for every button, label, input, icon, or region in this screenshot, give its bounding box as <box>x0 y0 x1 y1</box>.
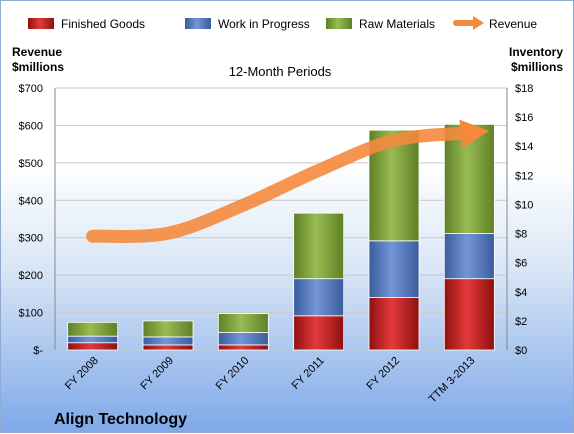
right-tick-label: $8 <box>515 229 527 241</box>
left-tick-label: $500 <box>19 158 43 170</box>
left-tick-label: $300 <box>19 233 43 245</box>
bar-segment-work-in-progress <box>443 233 495 280</box>
category-label: FY 2009 <box>138 355 176 393</box>
left-axis-label-line1: Revenue <box>12 45 62 59</box>
right-tick-label: $4 <box>515 287 527 299</box>
bar-segment-work-in-progress <box>67 335 119 344</box>
bar-segment-work-in-progress <box>293 278 345 317</box>
category-label: FY 2008 <box>63 355 101 393</box>
legend-label: Revenue <box>489 17 537 31</box>
bar-segment-raw-materials <box>293 212 345 280</box>
bar-segment-raw-materials <box>67 321 119 337</box>
category-labels: FY 2008 FY 2009 FY 2010 FY 2011 FY 2012 TTM 3… <box>63 355 477 406</box>
bar-segment-work-in-progress <box>217 332 269 346</box>
bar-segment-work-in-progress <box>368 240 420 298</box>
right-tick-label: $14 <box>515 141 533 153</box>
bar-segment-finished-goods <box>293 315 345 351</box>
bar-segment-raw-materials <box>443 123 495 234</box>
bar-segment-finished-goods <box>142 344 194 351</box>
left-tick-label: $200 <box>19 270 43 282</box>
right-tick-label: $10 <box>515 199 533 211</box>
bar-segment-raw-materials <box>217 313 269 333</box>
legend-revenue-arrow <box>473 16 484 30</box>
bar-segment-finished-goods <box>368 297 420 351</box>
left-tick-label: $600 <box>19 120 43 132</box>
left-axis-ticks: $- $100 $200 $300 $400 $500 $600 $700 <box>19 83 44 357</box>
right-tick-label: $6 <box>515 258 527 270</box>
left-axis-label-line2: $millions <box>12 60 64 74</box>
right-tick-label: $0 <box>515 345 527 357</box>
legend-label: Finished Goods <box>61 17 145 31</box>
revenue-line-layer <box>86 119 490 243</box>
left-tick-label: $- <box>33 345 43 357</box>
left-tick-label: $400 <box>19 195 43 207</box>
company-name: Align Technology <box>54 411 187 428</box>
right-axis-label-line1: Inventory <box>509 45 563 59</box>
legend-swatch <box>28 18 54 29</box>
left-tick-label: $700 <box>19 83 43 95</box>
category-label: TTM 3-2013 <box>427 355 478 406</box>
bar-segment-finished-goods <box>67 342 119 351</box>
bar-segment-finished-goods <box>443 278 495 351</box>
legend: Finished Goods Work in Progress Raw Materi… <box>28 16 537 31</box>
gridlines <box>54 87 508 351</box>
right-axis-label-line2: $millions <box>511 60 563 74</box>
right-tick-label: $16 <box>515 112 533 124</box>
category-label: FY 2012 <box>364 355 402 393</box>
right-tick-label: $2 <box>515 316 527 328</box>
legend-swatch <box>326 18 352 29</box>
category-label: FY 2011 <box>290 355 327 392</box>
legend-label: Work in Progress <box>218 17 310 31</box>
revenue-line <box>86 119 490 243</box>
left-tick-label: $100 <box>19 308 43 320</box>
right-tick-label: $12 <box>515 170 533 182</box>
category-label: FY 2010 <box>214 355 252 393</box>
chart-title: 12-Month Periods <box>229 64 332 79</box>
legend-label: Raw Materials <box>359 17 435 31</box>
right-axis-ticks: $0 $2 $4 $6 $8 $10 $12 $14 $16 $18 <box>515 83 533 357</box>
bar-segment-work-in-progress <box>142 336 194 346</box>
legend-swatch <box>185 18 211 29</box>
bar-segment-finished-goods <box>217 344 269 351</box>
right-tick-label: $18 <box>515 83 533 95</box>
bar-segment-raw-materials <box>142 320 194 338</box>
